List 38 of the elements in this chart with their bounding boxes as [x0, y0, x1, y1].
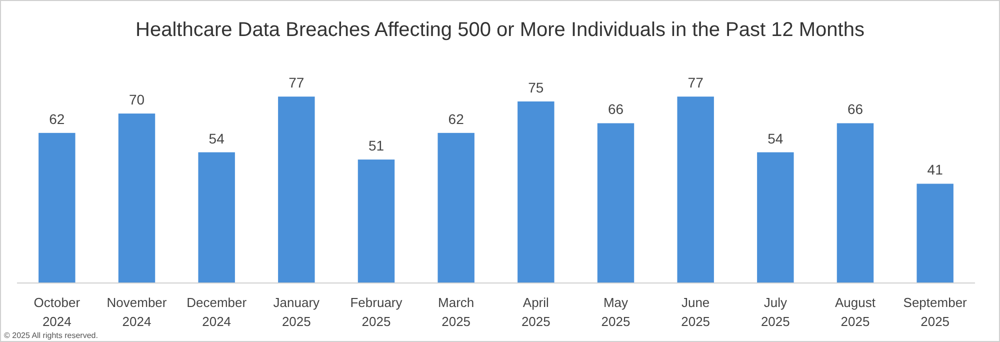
x-tick-label: January 2025: [273, 295, 320, 329]
data-label: 62: [448, 110, 464, 127]
bar: [597, 123, 634, 283]
bar: [916, 184, 954, 283]
data-label: 66: [608, 101, 624, 118]
bar: [518, 101, 554, 283]
x-tick-label: March 2025: [438, 295, 474, 329]
x-tick-label: August 2025: [835, 295, 876, 329]
x-tick-label: May 2025: [601, 295, 630, 329]
x-tick-label: June 2025: [681, 295, 710, 329]
text: © 2025 All rights reserved.: [4, 331, 98, 340]
data-label: 77: [288, 74, 304, 91]
data-label: 41: [927, 162, 944, 178]
x-tick-label: September 2025: [903, 295, 968, 329]
data-label: 54: [768, 130, 784, 146]
data-label: 66: [847, 101, 864, 118]
bar: [358, 160, 395, 283]
bar: [278, 96, 315, 283]
data-label: 75: [528, 79, 544, 96]
bar: [677, 96, 714, 283]
x-tick-label: December 2024: [186, 295, 248, 329]
data-label: 77: [688, 74, 704, 91]
data-label: 51: [368, 138, 384, 154]
x-tick-label: November 2024: [106, 295, 168, 329]
bar: [38, 132, 76, 283]
bar: [757, 152, 794, 283]
x-tick-label: April 2025: [521, 295, 550, 329]
bar: [438, 132, 474, 283]
data-label: 54: [208, 130, 225, 146]
data-label: 62: [49, 110, 65, 127]
bar: [836, 123, 874, 283]
bar: [118, 114, 156, 283]
data-label: 70: [128, 92, 145, 108]
x-tick-label: October 2024: [34, 295, 81, 329]
chart-title: Healthcare Data Breaches Affecting 500 or More Individuals in the Past 12 Months: [136, 19, 864, 41]
bar: [198, 152, 235, 283]
x-tick-label: July 2025: [760, 295, 790, 329]
x-tick-label: February 2025: [350, 295, 403, 329]
